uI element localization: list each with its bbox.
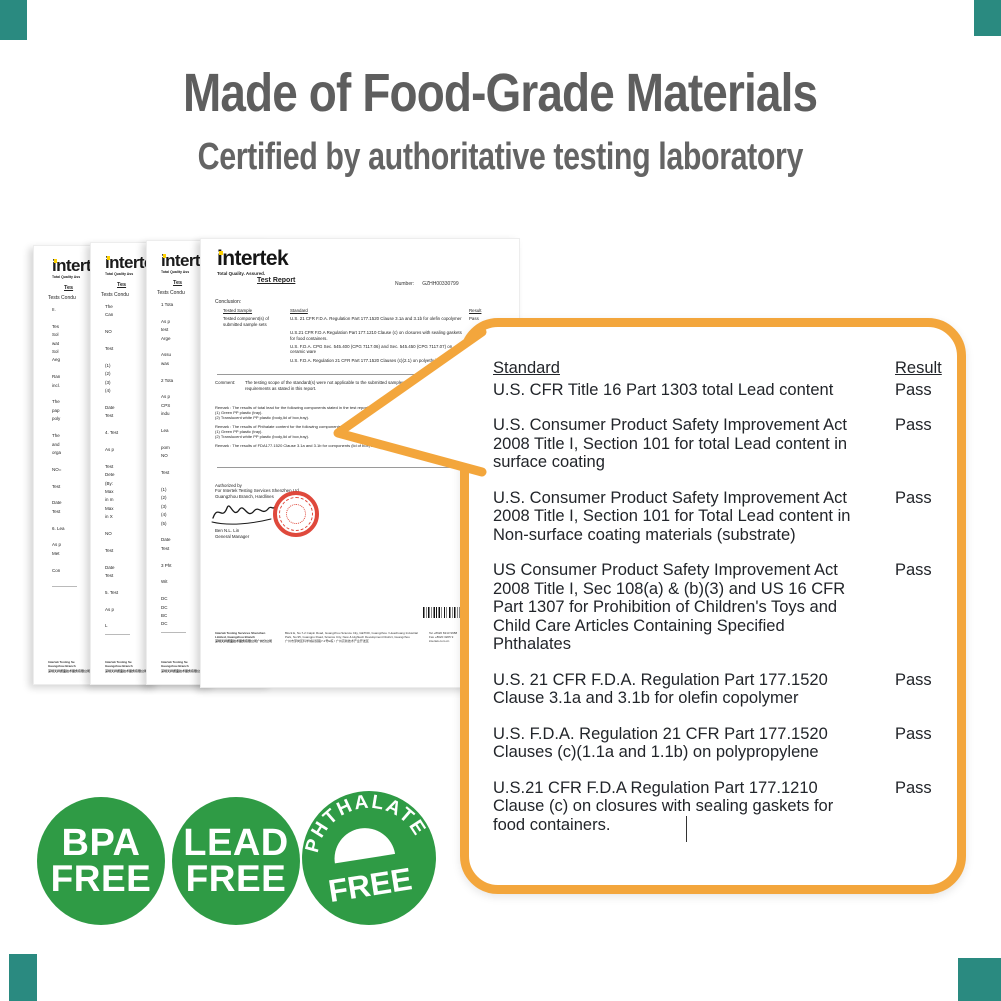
report-footer: Intertek Testing Se Guangzhou Branch 深圳天… xyxy=(105,659,163,673)
report-title-truncated: Tes xyxy=(117,282,127,288)
page-title: Made of Food-Grade Materials xyxy=(183,63,818,123)
standard-text: U.S. CFR Title 16 Part 1303 total Lead c… xyxy=(493,380,834,399)
report-number: Number: GZHH00330799 xyxy=(395,281,467,287)
report-footer: Intertek Testing Se Guangzhou Branch 深圳天… xyxy=(161,659,219,673)
red-seal-stamp-icon xyxy=(273,491,319,537)
report-title: Test Report xyxy=(257,277,296,284)
test-report-stack: intertek Total Quality Ass Tes Tests Con… xyxy=(33,237,520,692)
logo-dot-icon xyxy=(53,259,58,263)
column-header-standard: Standard xyxy=(290,308,308,313)
standard-header: Standard xyxy=(493,359,560,377)
badge-line2: FREE xyxy=(50,858,152,899)
logo-tagline: Total Quality. Assured. xyxy=(217,271,266,276)
footer-contact: Tel +8620 8213 9688 Fax +8620 3205 9 int… xyxy=(429,631,458,644)
report-footer: Intertek Testing Se Guangzhou Branch 深圳天… xyxy=(48,659,106,673)
logo-dot-icon xyxy=(219,251,223,255)
footer-address: Block E, No.7-2 Caipin Road, Guangzhou S… xyxy=(285,631,418,644)
corner-mark-top-left xyxy=(0,0,27,40)
result-pass: Pass xyxy=(895,380,932,399)
result-pass: Pass xyxy=(895,724,932,743)
tested-sample-cell: Tested component(s) of submitted sample … xyxy=(223,316,269,327)
dome-icon xyxy=(334,828,396,864)
standard-text: U.S.21 CFR F.D.A Regulation Part 177.121… xyxy=(493,778,834,834)
signature xyxy=(211,505,276,525)
standard-cell: U.S. F.D.A. CPG Sec. 545.400 (CPG 7117.0… xyxy=(290,344,453,355)
logo-tagline: Total Quality Ass xyxy=(161,270,190,274)
result-pass: Pass xyxy=(895,561,932,579)
corner-mark-bottom-right xyxy=(958,958,1001,1001)
standard-cell: U.S. F.D.A. Regulation 21 CFR Part 177.1… xyxy=(290,357,444,363)
badge-line1: LEAD xyxy=(183,822,289,864)
result-pass: Pass xyxy=(895,670,932,689)
callout-header-row: Standard Result xyxy=(493,359,957,378)
footer-company: Intertek Testing Services Shenzhen Limit… xyxy=(215,631,273,644)
standard-row: U.S. F.D.A. Regulation 21 CFR Part 177.1… xyxy=(493,725,957,762)
logo-dot-icon xyxy=(162,254,167,258)
column-header-tested-sample: Tested Sample xyxy=(223,308,253,313)
standard-cell: U.S.21 CFR F.D.A Regulation Part 177.121… xyxy=(290,330,462,341)
standard-row: US Consumer Product Safety Improvement A… xyxy=(493,561,957,654)
corner-mark-bottom-left xyxy=(9,954,37,1001)
report-body-text: The Can NO Test (1) (2) (3) (4) Date Tes… xyxy=(105,304,131,637)
standard-row: U.S. 21 CFR F.D.A. Regulation Part 177.1… xyxy=(493,671,957,708)
zoom-callout-box: Standard Result U.S. CFR Title 16 Part 1… xyxy=(460,318,966,894)
report-title-truncated: Tes xyxy=(173,280,183,286)
result-header: Result xyxy=(895,359,942,377)
authorized-by-block: Authorized by For Intertek Testing Servi… xyxy=(215,483,301,499)
logo-dot-icon xyxy=(106,256,111,260)
comment-label: Comment: xyxy=(215,380,236,385)
logo-tagline: Total Quality Ass xyxy=(52,275,81,279)
badge-lead-free: LEAD FREE xyxy=(172,797,300,925)
standard-row: U.S. Consumer Product Safety Improvement… xyxy=(493,489,957,545)
tests-conducted-label: Tests Condu xyxy=(48,295,76,301)
standard-cell: U.S. 21 CFR F.D.A. Regulation Part 177.1… xyxy=(290,316,462,322)
text-cursor-artifact xyxy=(686,816,688,842)
signer-block: Ben N.L. Lin General Manager xyxy=(215,528,250,539)
intertek-logo: intertek xyxy=(105,253,157,272)
standard-row: U.S. CFR Title 16 Part 1303 total Lead c… xyxy=(493,381,957,400)
result-pass: Pass xyxy=(895,416,932,434)
result-pass: Pass xyxy=(895,488,932,507)
standard-text: US Consumer Product Safety Improvement A… xyxy=(493,561,846,653)
divider xyxy=(217,467,487,468)
standard-row: U.S.21 CFR F.D.A Regulation Part 177.121… xyxy=(493,779,957,835)
logo-tagline: Total Quality Ass xyxy=(105,272,134,276)
standard-row: U.S. Consumer Product Safety Improvement… xyxy=(493,416,957,472)
badge-phthalate-free: PHTHALATE FREE xyxy=(295,782,437,926)
standard-text: U.S. Consumer Product Safety Improvement… xyxy=(493,488,851,544)
report-number-value: GZHH00330799 xyxy=(422,281,459,287)
report-body-text: II. Tes Sol wat Sol Aeg Ran incl. The pa… xyxy=(52,307,78,590)
column-header-result: Result xyxy=(469,308,482,313)
barcode-icon xyxy=(423,607,485,618)
conclusion-label: Conclusion: xyxy=(215,299,242,305)
report-body-text: 1 Tota As p test Arge Assu was 2 Tota As… xyxy=(161,302,187,635)
tests-conducted-label: Tests Condu xyxy=(157,290,185,296)
standard-text: U.S. F.D.A. Regulation 21 CFR Part 177.1… xyxy=(493,724,828,762)
badge-line2: FREE xyxy=(185,858,287,899)
report-title-truncated: Tes xyxy=(64,285,74,291)
report-number-label: Number: xyxy=(395,281,415,287)
badge-line1: BPA xyxy=(61,822,141,864)
standard-text: U.S. Consumer Product Safety Improvement… xyxy=(493,416,848,471)
report-footer: Intertek Testing Services Shenzhen Limit… xyxy=(215,631,507,644)
intertek-logo: intertek xyxy=(217,247,289,270)
badge-bpa-free: BPA FREE xyxy=(37,797,165,925)
result-cell: Pass xyxy=(469,316,479,322)
tests-conducted-label: Tests Condu xyxy=(101,292,129,298)
standard-text: U.S. 21 CFR F.D.A. Regulation Part 177.1… xyxy=(493,670,828,708)
page-subtitle: Certified by authoritative testing labor… xyxy=(197,136,804,178)
result-pass: Pass xyxy=(895,778,932,797)
corner-mark-top-right xyxy=(974,0,1001,36)
